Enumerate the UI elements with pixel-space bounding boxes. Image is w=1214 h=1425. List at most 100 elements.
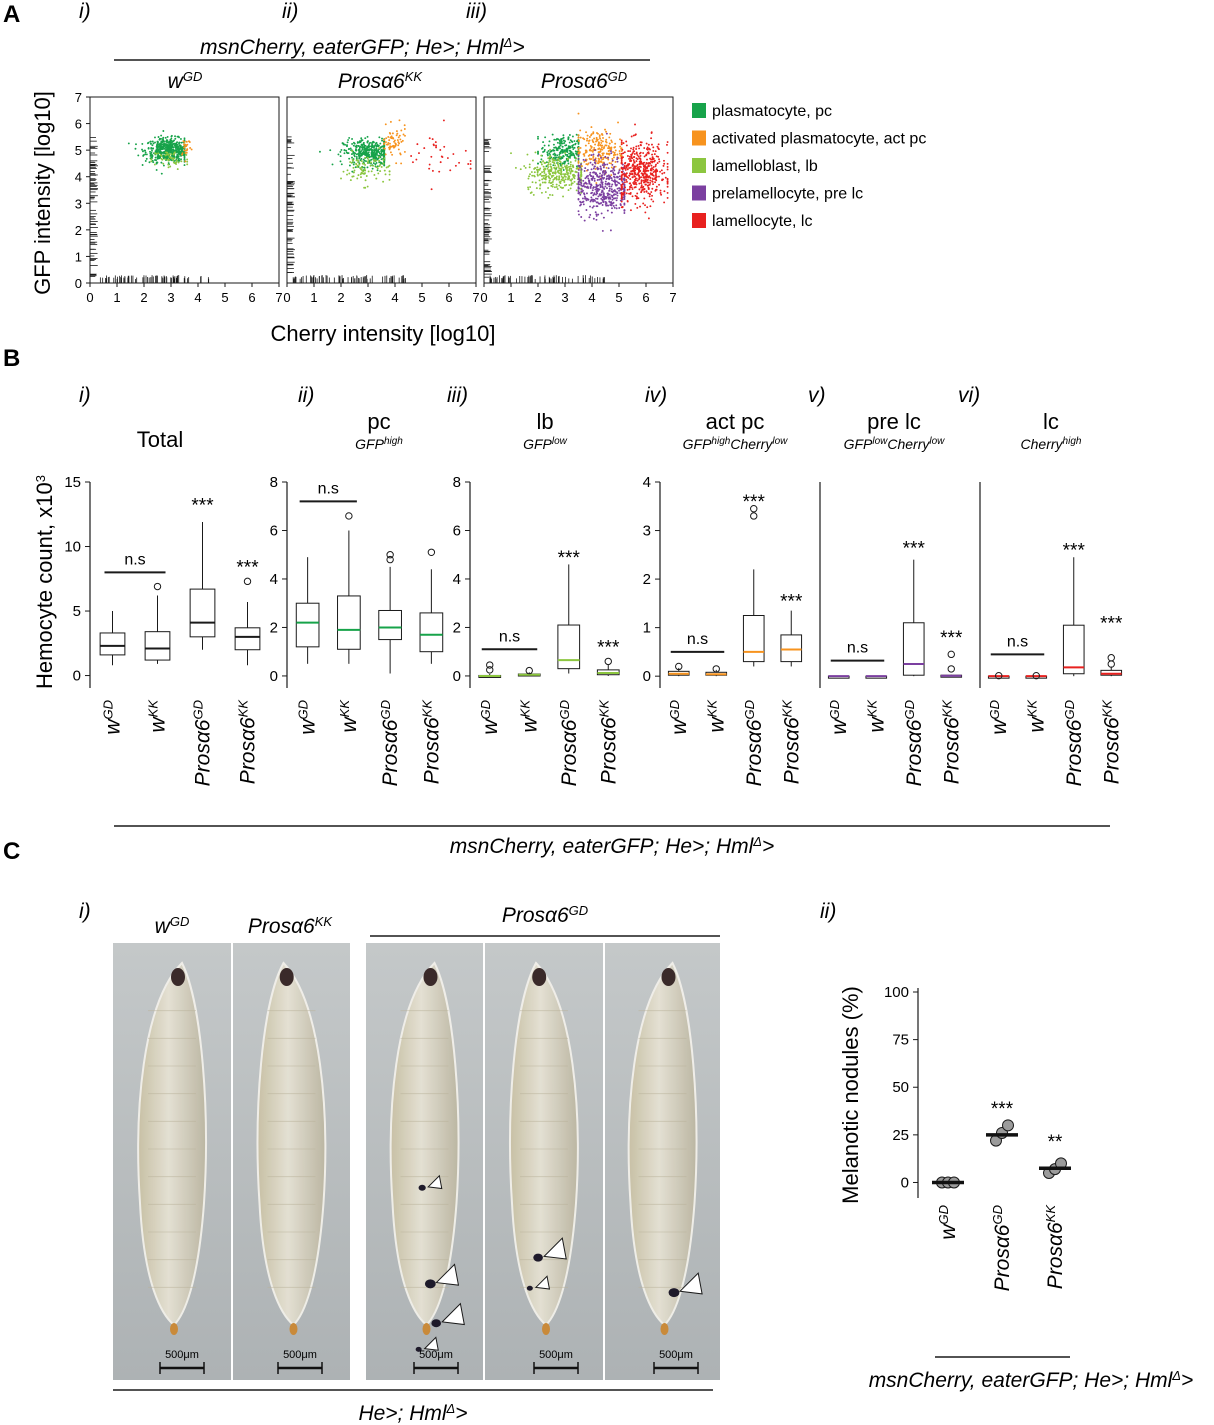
melanotic-nodule <box>415 1346 422 1352</box>
y-tick-label: 0 <box>453 668 461 685</box>
scatter-point <box>600 193 603 196</box>
scatter-point <box>167 163 170 166</box>
scatter-point <box>596 201 599 204</box>
scatter-point <box>604 163 607 166</box>
scatter-point <box>611 159 614 162</box>
scatter-point <box>160 137 162 140</box>
scatter-point <box>560 141 563 144</box>
scatter-point <box>654 181 657 184</box>
scatter-point <box>553 146 556 149</box>
scatter-point <box>157 152 160 155</box>
scatter-point <box>319 150 321 153</box>
scatter-point <box>547 166 550 168</box>
scatter-point <box>356 165 359 168</box>
scatter-point <box>578 183 581 186</box>
scatter-point <box>628 174 631 177</box>
box-iqr <box>234 627 261 651</box>
scatter-point <box>647 152 650 155</box>
scatter-point <box>598 193 601 196</box>
scatter-point <box>432 144 435 147</box>
scatter-point <box>569 145 571 148</box>
scatter-point <box>623 164 626 167</box>
scatter-point <box>602 152 605 155</box>
melanotic-nodule <box>526 1285 533 1291</box>
scatter-point <box>657 147 660 150</box>
scatter-point <box>360 176 362 179</box>
scatter-point <box>601 164 604 167</box>
x-category-label: wGD <box>986 700 1011 735</box>
scatter-point <box>344 143 347 146</box>
scatter-point <box>596 205 599 208</box>
scatter-point <box>620 170 623 173</box>
scatter-point <box>558 172 561 175</box>
scatter-point <box>375 148 378 151</box>
scatter-point <box>646 146 649 149</box>
x-tick-label: 3 <box>167 290 174 305</box>
scatter-point <box>618 169 621 172</box>
scatter-point <box>614 142 617 145</box>
larva-mouthparts <box>423 968 438 986</box>
scatter-point <box>614 190 617 193</box>
scatter-point <box>597 176 600 179</box>
scatter-point <box>574 159 577 162</box>
arrowhead <box>441 1302 465 1326</box>
scatter-point <box>392 146 395 149</box>
scatter-point <box>582 189 584 192</box>
scatter-point <box>582 179 585 182</box>
scatter-point <box>644 172 647 175</box>
scatter-point <box>430 188 433 191</box>
scatter-point <box>570 167 573 170</box>
scatter-point <box>592 155 595 158</box>
y-tick-label: 2 <box>453 619 461 636</box>
scatter-point <box>644 204 646 207</box>
x-category-label: Prosα6KK <box>779 699 804 785</box>
scatter-point <box>563 184 566 187</box>
scatter-point <box>396 132 399 135</box>
scatter-point <box>611 169 613 172</box>
scatter-point <box>178 148 181 151</box>
scatter-point <box>353 153 356 156</box>
scatter-point <box>547 187 550 189</box>
scatter-point <box>351 158 354 161</box>
scatter-point <box>554 154 556 157</box>
scatter-point <box>563 175 566 178</box>
scatter-point <box>154 159 156 161</box>
scatter-point <box>340 148 343 151</box>
scatter-point <box>620 187 623 190</box>
scatter-point <box>395 143 397 146</box>
scatter-point <box>613 151 616 154</box>
scatter-point <box>561 150 564 153</box>
scatter-frame <box>286 96 477 284</box>
scatter-point <box>596 166 599 169</box>
scatter-point <box>633 169 636 172</box>
scatter-point <box>568 141 571 144</box>
scatter-point <box>599 148 602 151</box>
scatter-point <box>346 169 349 172</box>
scatter-point <box>634 194 637 197</box>
scatter-point <box>645 162 648 165</box>
scatter-point <box>650 131 653 134</box>
scatter-point <box>604 185 607 188</box>
scatter-point <box>372 162 375 165</box>
scatter-point <box>469 167 472 170</box>
scatter-point <box>396 139 399 142</box>
scatter-point <box>584 167 587 170</box>
scatter-point <box>160 155 163 157</box>
scatter-point <box>608 178 611 181</box>
scatter-point <box>655 155 658 158</box>
scatter-point <box>605 166 608 169</box>
scatter-point <box>643 165 646 168</box>
scatter-point <box>571 164 574 167</box>
scatter-point <box>585 209 588 211</box>
scatter-point <box>589 185 592 188</box>
scatter-point <box>625 180 628 183</box>
legend-swatch <box>692 130 706 146</box>
box-plot-pc: ii)pcGFPhigh02468wGDwKKProsα6GDProsα6KKn… <box>270 384 444 786</box>
scale-bar-label: 500μm <box>419 1349 453 1361</box>
scatter-point <box>610 177 613 179</box>
scatter-point <box>651 161 654 164</box>
larva-mouthparts <box>279 968 294 986</box>
scatter-point <box>364 149 367 152</box>
scatter-point <box>629 178 632 181</box>
